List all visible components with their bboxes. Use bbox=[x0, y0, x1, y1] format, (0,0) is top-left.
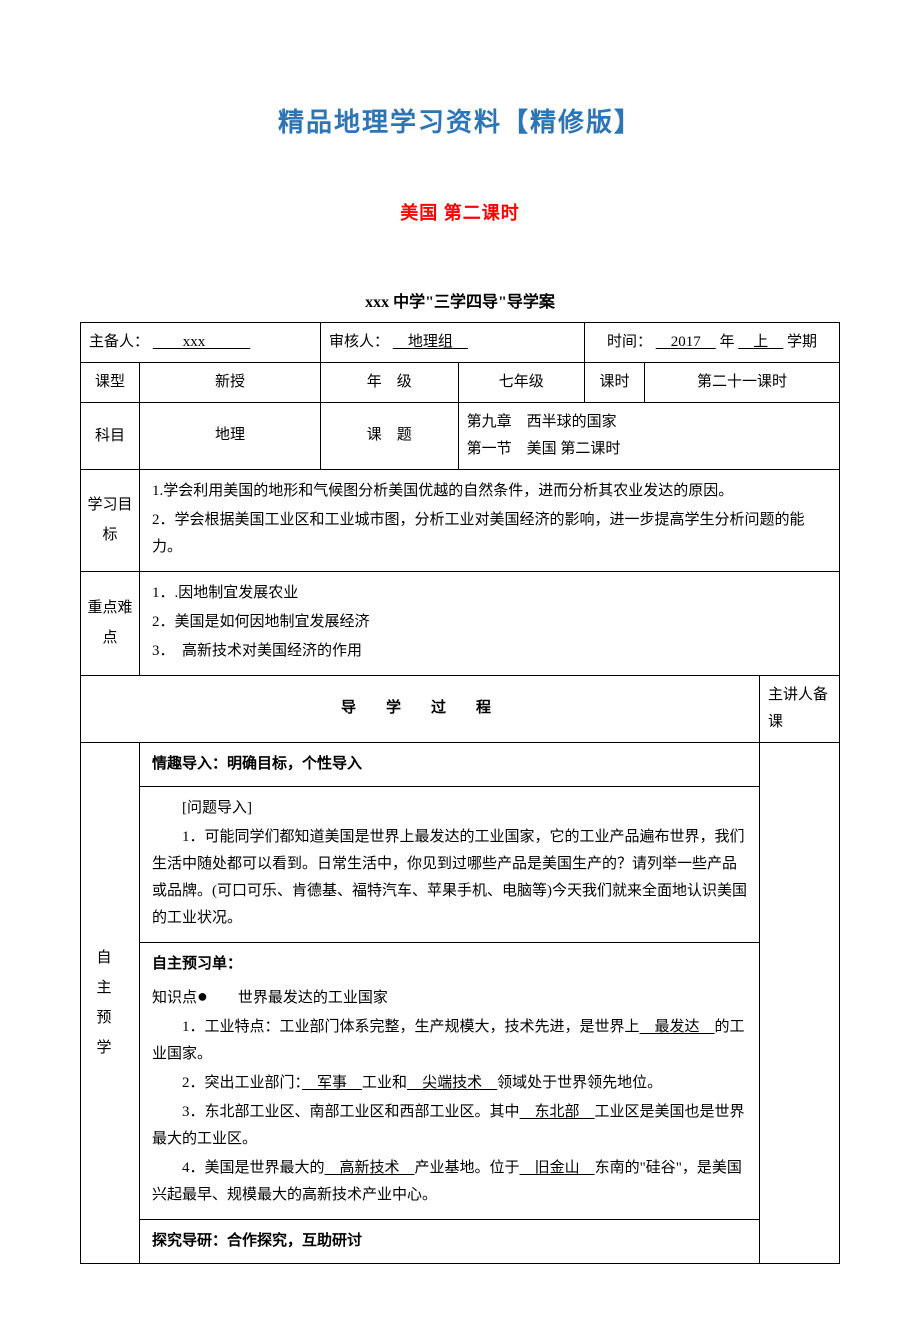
blank-answer: 高新技术 bbox=[325, 1160, 415, 1176]
objectives-content: 1.学会利用美国的地形和气候图分析美国优越的自然条件，进而分析其农业发达的原因。… bbox=[140, 469, 840, 571]
preview-section: 自主预习单： 知识点● 世界最发达的工业国家 1．工业特点：工业部门体系完整，生… bbox=[140, 942, 760, 1219]
intro-paragraph: 1．可能同学们都知道美国是世界上最发达的工业国家，它的工业产品遍布世界，我们生活… bbox=[152, 824, 747, 932]
subject-value: 地理 bbox=[140, 402, 321, 469]
objectives-label: 学习目标 bbox=[81, 469, 140, 571]
term-suffix: 学期 bbox=[787, 334, 817, 350]
subject-label: 科目 bbox=[81, 402, 140, 469]
objective-item: 1.学会利用美国的地形和气候图分析美国优越的自然条件，进而分析其农业发达的原因。 bbox=[152, 478, 827, 505]
main-title: 精品地理学习资料【精修版】 bbox=[80, 100, 840, 147]
time-year: 2017 bbox=[656, 334, 716, 350]
kp-prefix: 知识点 bbox=[152, 990, 197, 1006]
blank-answer: 军事 bbox=[302, 1075, 362, 1091]
topic-line2: 第一节 美国 第二课时 bbox=[467, 436, 831, 463]
preparer-cell: 主备人： xxx bbox=[81, 322, 321, 362]
table-row: 学习目标 1.学会利用美国的地形和气候图分析美国优越的自然条件，进而分析其农业发… bbox=[81, 469, 840, 571]
topic-label: 课 题 bbox=[321, 402, 459, 469]
explore-heading: 探究导研：合作探究，互助研讨 bbox=[152, 1233, 362, 1249]
lesson-plan-table: 主备人： xxx 审核人： 地理组 时间： 2017 年 上 学期 课型 新授 … bbox=[80, 322, 840, 1264]
table-row: 探究导研：合作探究，互助研讨 bbox=[81, 1220, 840, 1264]
time-cell: 时间： 2017 年 上 学期 bbox=[585, 322, 840, 362]
blank-answer: 最发达 bbox=[640, 1019, 715, 1035]
time-label: 时间： bbox=[607, 334, 652, 350]
text-span: 工业和 bbox=[362, 1075, 407, 1091]
preparer-label: 主备人： bbox=[89, 334, 149, 350]
preview-item: 2．突出工业部门： 军事 工业和 尖端技术 领域处于世界领先地位。 bbox=[152, 1070, 747, 1097]
preview-item: 4．美国是世界最大的 高新技术 产业基地。位于 旧金山 东南的"硅谷"，是美国兴… bbox=[152, 1155, 747, 1209]
blank-answer: 旧金山 bbox=[520, 1160, 595, 1176]
keypoints-label: 重点难点 bbox=[81, 571, 140, 675]
keypoint-item: 3． 高新技术对美国经济的作用 bbox=[152, 638, 827, 665]
explore-heading-cell: 探究导研：合作探究，互助研讨 bbox=[140, 1220, 760, 1264]
type-value: 新授 bbox=[140, 362, 321, 402]
table-row: 重点难点 1．.因地制宜发展农业 2．美国是如何因地制宜发展经济 3． 高新技术… bbox=[81, 571, 840, 675]
grade-label: 年 级 bbox=[321, 362, 459, 402]
bullet-icon: ● bbox=[197, 986, 208, 1006]
type-label: 课型 bbox=[81, 362, 140, 402]
table-row: [问题导入] 1．可能同学们都知道美国是世界上最发达的工业国家，它的工业产品遍布… bbox=[81, 786, 840, 942]
keypoint-item: 2．美国是如何因地制宜发展经济 bbox=[152, 609, 827, 636]
notes-label: 主讲人备课 bbox=[760, 675, 840, 742]
sub-title: 美国 第二课时 bbox=[80, 197, 840, 229]
notes-column bbox=[760, 742, 840, 1263]
intro-heading-cell: 情趣导入：明确目标，个性导入 bbox=[140, 742, 760, 786]
self-study-label: 自 主 预 学 bbox=[81, 742, 140, 1263]
preview-item: 3．东北部工业区、南部工业区和西部工业区。其中 东北部 工业区是美国也是世界最大… bbox=[152, 1099, 747, 1153]
text-span: 3．东北部工业区、南部工业区和西部工业区。其中 bbox=[182, 1104, 520, 1120]
form-title: xxx 中学"三学四导"导学案 bbox=[80, 289, 840, 318]
text-span: 4．美国是世界最大的 bbox=[182, 1160, 325, 1176]
reviewer-label: 审核人： bbox=[329, 334, 389, 350]
text-span: 产业基地。位于 bbox=[415, 1160, 520, 1176]
table-row: 主备人： xxx 审核人： 地理组 时间： 2017 年 上 学期 bbox=[81, 322, 840, 362]
table-row: 科目 地理 课 题 第九章 西半球的国家 第一节 美国 第二课时 bbox=[81, 402, 840, 469]
keypoints-content: 1．.因地制宜发展农业 2．美国是如何因地制宜发展经济 3． 高新技术对美国经济… bbox=[140, 571, 840, 675]
blank-answer: 东北部 bbox=[520, 1104, 595, 1120]
text-span: 1．工业特点：工业部门体系完整，生产规模大，技术先进，是世界上 bbox=[182, 1019, 640, 1035]
table-row: 导学过程 主讲人备课 bbox=[81, 675, 840, 742]
knowledge-point-title: 知识点● 世界最发达的工业国家 bbox=[152, 980, 747, 1012]
process-header: 导学过程 bbox=[81, 675, 760, 742]
grade-value: 七年级 bbox=[458, 362, 584, 402]
blank-answer: 尖端技术 bbox=[407, 1075, 497, 1091]
preview-heading: 自主预习单： bbox=[152, 951, 747, 978]
table-row: 自主预习单： 知识点● 世界最发达的工业国家 1．工业特点：工业部门体系完整，生… bbox=[81, 942, 840, 1219]
keypoint-item: 1．.因地制宜发展农业 bbox=[152, 580, 827, 607]
year-suffix: 年 bbox=[719, 334, 734, 350]
text-span: 领域处于世界领先地位。 bbox=[497, 1075, 662, 1091]
reviewer-value: 地理组 bbox=[393, 334, 468, 350]
topic-value: 第九章 西半球的国家 第一节 美国 第二课时 bbox=[458, 402, 839, 469]
period-label: 课时 bbox=[585, 362, 645, 402]
intro-heading: 情趣导入：明确目标，个性导入 bbox=[152, 756, 362, 772]
period-value: 第二十一课时 bbox=[645, 362, 840, 402]
intro-body: [问题导入] 1．可能同学们都知道美国是世界上最发达的工业国家，它的工业产品遍布… bbox=[140, 786, 760, 942]
preparer-value: xxx bbox=[153, 334, 251, 350]
time-term: 上 bbox=[738, 334, 783, 350]
kp-title: 世界最发达的工业国家 bbox=[238, 990, 388, 1006]
intro-lead: [问题导入] bbox=[152, 795, 747, 822]
objective-item: 2．学会根据美国工业区和工业城市图，分析工业对美国经济的影响，进一步提高学生分析… bbox=[152, 507, 827, 561]
preview-item: 1．工业特点：工业部门体系完整，生产规模大，技术先进，是世界上 最发达 的工业国… bbox=[152, 1014, 747, 1068]
text-span: 2．突出工业部门： bbox=[182, 1075, 302, 1091]
topic-line1: 第九章 西半球的国家 bbox=[467, 409, 831, 436]
table-row: 自 主 预 学 情趣导入：明确目标，个性导入 bbox=[81, 742, 840, 786]
table-row: 课型 新授 年 级 七年级 课时 第二十一课时 bbox=[81, 362, 840, 402]
reviewer-cell: 审核人： 地理组 bbox=[321, 322, 585, 362]
